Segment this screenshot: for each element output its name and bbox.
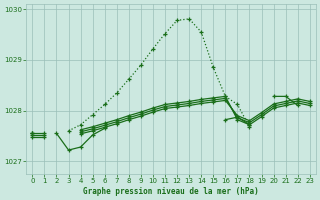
- X-axis label: Graphe pression niveau de la mer (hPa): Graphe pression niveau de la mer (hPa): [83, 187, 259, 196]
